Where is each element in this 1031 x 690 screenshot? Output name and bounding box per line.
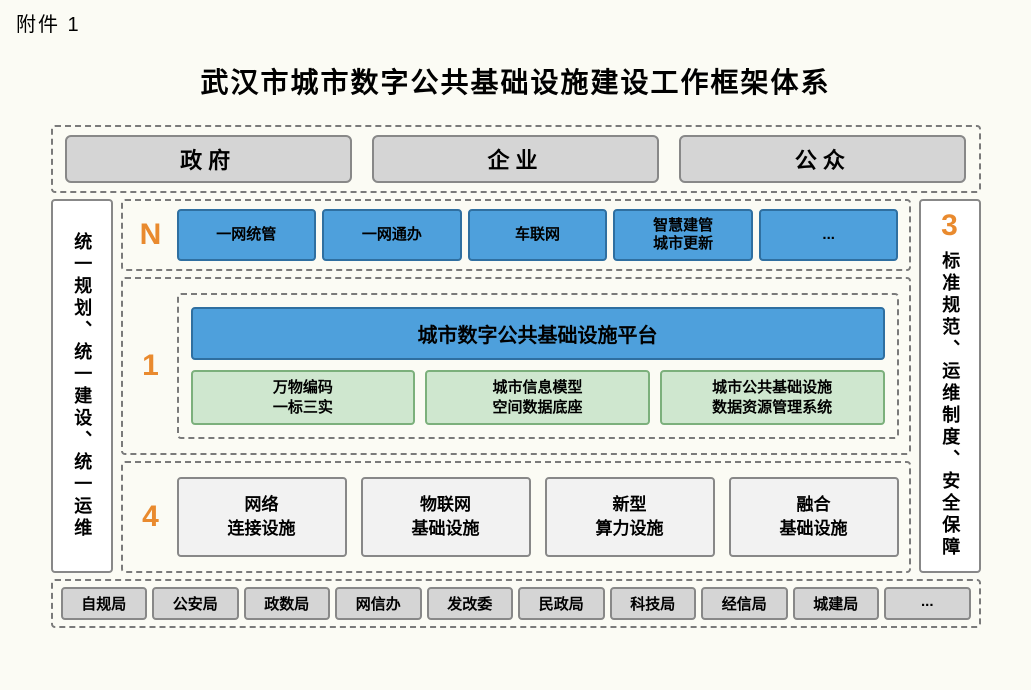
- infra-item-4: 融合 基础设施: [729, 477, 899, 557]
- actors-row: 政府 企业 公众: [51, 125, 981, 193]
- right-pillar-number: 3: [941, 209, 958, 243]
- framework-diagram: 政府 企业 公众 统一规划、统一建设、统一运维 N 一网统管 一网通办 车联网 …: [51, 125, 981, 628]
- dept-8: 经信局: [701, 587, 788, 620]
- middle-section: 统一规划、统一建设、统一运维 N 一网统管 一网通办 车联网 智慧建管 城市更新…: [51, 199, 981, 573]
- departments-row: 自规局 公安局 政数局 网信办 发改委 民政局 科技局 经信局 城建局 ...: [51, 579, 981, 628]
- layer-4-label: 4: [133, 500, 169, 534]
- dept-1: 自规局: [61, 587, 148, 620]
- dept-5: 发改委: [427, 587, 514, 620]
- sub-item-1: 万物编码 一标三实: [191, 370, 416, 425]
- actor-government: 政府: [65, 135, 352, 183]
- layer-n-label: N: [133, 218, 169, 252]
- n-item-3: 车联网: [468, 209, 608, 261]
- platform-title: 城市数字公共基础设施平台: [191, 307, 885, 360]
- layer-4-items: 网络 连接设施 物联网 基础设施 新型 算力设施 融合 基础设施: [177, 477, 899, 557]
- page-title: 武汉市城市数字公共基础设施建设工作框架体系: [16, 61, 1015, 101]
- right-pillar: 3 标准规范、运维制度、安全保障: [919, 199, 981, 573]
- left-pillar-text: 统一规划、统一建设、统一运维: [71, 209, 93, 563]
- dept-4: 网信办: [335, 587, 422, 620]
- attachment-label: 附件 1: [16, 8, 1015, 37]
- layer-1: 1 城市数字公共基础设施平台 万物编码 一标三实 城市信息模型 空间数据底座 城…: [121, 277, 911, 455]
- n-item-1: 一网统管: [177, 209, 317, 261]
- center-layers: N 一网统管 一网通办 车联网 智慧建管 城市更新 ... 1 城市数字公共基础…: [121, 199, 911, 573]
- actor-enterprise: 企业: [372, 135, 659, 183]
- left-pillar: 统一规划、统一建设、统一运维: [51, 199, 113, 573]
- infra-item-1: 网络 连接设施: [177, 477, 347, 557]
- infra-item-3: 新型 算力设施: [545, 477, 715, 557]
- dept-7: 科技局: [610, 587, 697, 620]
- layer-n-items: 一网统管 一网通办 车联网 智慧建管 城市更新 ...: [177, 209, 899, 261]
- infra-item-2: 物联网 基础设施: [361, 477, 531, 557]
- actor-public: 公众: [679, 135, 966, 183]
- dept-6: 民政局: [518, 587, 605, 620]
- n-item-2: 一网通办: [322, 209, 462, 261]
- n-item-4: 智慧建管 城市更新: [613, 209, 753, 261]
- n-item-more: ...: [759, 209, 899, 261]
- layer-1-label: 1: [133, 349, 169, 383]
- dept-more: ...: [884, 587, 971, 620]
- sub-item-3: 城市公共基础设施 数据资源管理系统: [660, 370, 885, 425]
- layer-1-subitems: 万物编码 一标三实 城市信息模型 空间数据底座 城市公共基础设施 数据资源管理系…: [191, 370, 885, 425]
- dept-3: 政数局: [244, 587, 331, 620]
- layer-4: 4 网络 连接设施 物联网 基础设施 新型 算力设施 融合 基础设施: [121, 461, 911, 573]
- layer-1-inner: 城市数字公共基础设施平台 万物编码 一标三实 城市信息模型 空间数据底座 城市公…: [177, 293, 899, 439]
- right-pillar-text: 标准规范、运维制度、安全保障: [939, 247, 961, 563]
- layer-n: N 一网统管 一网通办 车联网 智慧建管 城市更新 ...: [121, 199, 911, 271]
- dept-2: 公安局: [152, 587, 239, 620]
- sub-item-2: 城市信息模型 空间数据底座: [425, 370, 650, 425]
- dept-9: 城建局: [793, 587, 880, 620]
